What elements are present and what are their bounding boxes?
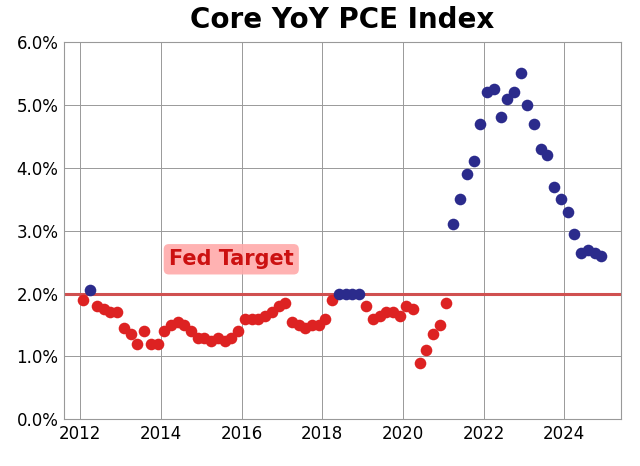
Point	[253, 315, 264, 322]
Point	[179, 322, 189, 329]
Point	[152, 340, 163, 348]
Point	[542, 151, 552, 159]
Point	[488, 85, 499, 93]
Point	[227, 334, 237, 341]
Point	[468, 158, 479, 165]
Point	[233, 328, 243, 335]
Point	[327, 296, 337, 304]
Point	[516, 70, 526, 77]
Point	[173, 318, 183, 326]
Point	[139, 328, 149, 335]
Point	[146, 340, 156, 348]
Point	[461, 170, 472, 178]
Point	[455, 196, 465, 203]
Point	[193, 334, 203, 341]
Point	[340, 290, 351, 297]
Point	[166, 322, 176, 329]
Title: Core YoY PCE Index: Core YoY PCE Index	[190, 6, 495, 34]
Point	[334, 290, 344, 297]
Point	[381, 308, 391, 316]
Point	[118, 324, 129, 332]
Point	[395, 312, 405, 319]
Point	[442, 299, 452, 307]
Point	[99, 306, 109, 313]
Point	[428, 331, 438, 338]
Point	[435, 322, 445, 329]
Point	[132, 340, 143, 348]
Point	[569, 230, 579, 238]
Point	[589, 249, 600, 256]
Point	[206, 337, 216, 344]
Point	[199, 334, 209, 341]
Point	[105, 308, 115, 316]
Point	[186, 328, 196, 335]
Point	[421, 347, 431, 354]
Point	[354, 290, 364, 297]
Point	[348, 290, 358, 297]
Point	[529, 120, 539, 128]
Point	[280, 299, 290, 307]
Point	[307, 322, 317, 329]
Point	[367, 315, 378, 322]
Point	[287, 318, 297, 326]
Point	[112, 308, 122, 316]
Point	[582, 246, 593, 254]
Point	[549, 183, 559, 190]
Point	[388, 308, 398, 316]
Point	[92, 302, 102, 310]
Point	[159, 328, 169, 335]
Point	[239, 315, 250, 322]
Point	[273, 302, 284, 310]
Point	[213, 334, 223, 341]
Point	[596, 252, 607, 260]
Point	[374, 312, 385, 319]
Point	[220, 337, 230, 344]
Point	[509, 89, 519, 96]
Text: Fed Target: Fed Target	[169, 249, 294, 269]
Point	[260, 312, 270, 319]
Point	[401, 302, 412, 310]
Point	[246, 315, 257, 322]
Point	[408, 306, 418, 313]
Point	[125, 331, 136, 338]
Point	[300, 324, 310, 332]
Point	[536, 145, 546, 153]
Point	[522, 101, 532, 109]
Point	[563, 208, 573, 215]
Point	[294, 322, 304, 329]
Point	[448, 220, 458, 228]
Point	[502, 95, 512, 103]
Point	[415, 359, 425, 366]
Point	[78, 296, 88, 304]
Point	[361, 302, 371, 310]
Point	[85, 287, 95, 294]
Point	[482, 89, 492, 96]
Point	[476, 120, 486, 128]
Point	[495, 114, 506, 121]
Point	[314, 322, 324, 329]
Point	[556, 196, 566, 203]
Point	[321, 315, 331, 322]
Point	[576, 249, 586, 256]
Point	[267, 308, 277, 316]
